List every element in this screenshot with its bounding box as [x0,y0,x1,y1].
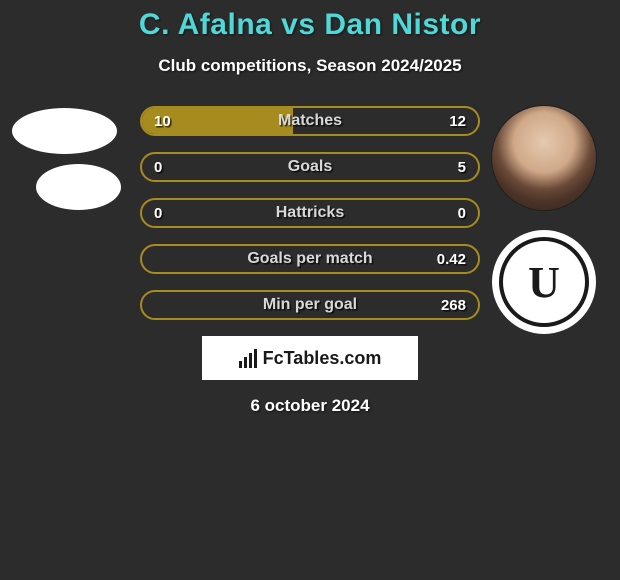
bar-label: Matches [142,108,478,134]
bar-value-right: 268 [441,292,466,318]
bar-label: Goals [142,154,478,180]
bar-value-right: 5 [458,154,466,180]
bar-label: Goals per match [142,246,478,272]
bar-row-matches: 10 Matches 12 [140,106,480,136]
left-player-avatar [12,108,117,154]
left-club-logo [36,164,121,210]
comparison-bars: 10 Matches 12 0 Goals 5 0 Hattricks 0 Go… [140,106,480,320]
bar-row-goals: 0 Goals 5 [140,152,480,182]
club-logo-letter: U [528,257,560,308]
brand-chart-icon [239,349,257,368]
brand-box: FcTables.com [202,336,418,380]
bar-label: Min per goal [142,292,478,318]
bar-row-mpg: Min per goal 268 [140,290,480,320]
header: C. Afalna vs Dan Nistor Club competition… [0,0,620,76]
right-player-column: U [492,106,602,334]
bar-row-gpm: Goals per match 0.42 [140,244,480,274]
bar-row-hattricks: 0 Hattricks 0 [140,198,480,228]
bar-label: Hattricks [142,200,478,226]
left-player-column [10,106,120,210]
brand-text: FcTables.com [263,348,382,369]
bar-value-right: 12 [449,108,466,134]
right-club-logo: U [492,230,596,334]
comparison-content: U 10 Matches 12 0 Goals 5 0 Hattricks 0 [0,106,620,416]
bar-value-right: 0.42 [437,246,466,272]
page-subtitle: Club competitions, Season 2024/2025 [0,56,620,76]
bar-value-right: 0 [458,200,466,226]
page-title: C. Afalna vs Dan Nistor [0,8,620,42]
club-logo-ring: U [499,237,589,327]
right-player-avatar [492,106,596,210]
footer-date: 6 october 2024 [0,396,620,416]
